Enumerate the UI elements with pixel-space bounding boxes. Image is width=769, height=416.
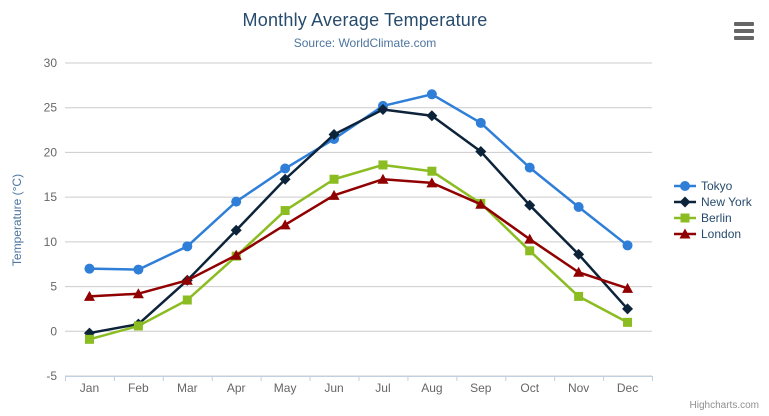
highcharts-credit[interactable]: Highcharts.com [689, 400, 759, 411]
y-axis-label: 10 [44, 235, 58, 249]
legend-symbol-marker [680, 213, 690, 223]
data-point-london[interactable] [83, 290, 95, 301]
data-point-tokyo[interactable] [475, 117, 486, 128]
y-axis-label: 0 [50, 324, 57, 338]
data-point-new-york[interactable] [573, 248, 585, 260]
x-axis-label: May [274, 381, 297, 395]
data-point-berlin[interactable] [525, 246, 535, 256]
data-point-london[interactable] [181, 274, 193, 285]
data-point-new-york[interactable] [475, 146, 487, 158]
series-line-berlin [88, 163, 629, 341]
data-point-london[interactable] [328, 189, 340, 200]
data-point-berlin[interactable] [133, 321, 143, 331]
x-axis-label: Feb [128, 381, 149, 395]
legend-diamond-icon [674, 196, 696, 208]
data-point-london[interactable] [573, 266, 585, 277]
data-point-tokyo[interactable] [524, 162, 535, 173]
hamburger-icon [734, 22, 754, 40]
x-axis-label: Apr [227, 381, 246, 395]
chart-title: Monthly Average Temperature [242, 10, 488, 30]
data-point-london[interactable] [132, 288, 144, 299]
data-point-tokyo[interactable] [133, 264, 144, 275]
export-menu-button[interactable] [734, 22, 754, 40]
data-point-new-york[interactable] [524, 199, 536, 211]
y-axis-label: 15 [44, 190, 58, 204]
data-point-london[interactable] [426, 177, 438, 188]
legend-symbol-marker [680, 181, 690, 191]
data-point-london[interactable] [279, 219, 291, 230]
data-point-new-york[interactable] [426, 110, 438, 122]
data-point-london[interactable] [622, 282, 634, 293]
series-line-tokyo [88, 93, 629, 271]
y-axis-label: 20 [44, 145, 58, 159]
data-point-london[interactable] [475, 198, 487, 209]
y-axis-label: -5 [46, 369, 57, 383]
legend-item-london[interactable]: London [674, 226, 752, 242]
data-point-tokyo[interactable] [622, 240, 633, 251]
x-axis-label: Dec [617, 381, 638, 395]
data-point-tokyo[interactable] [84, 263, 95, 274]
data-point-berlin[interactable] [182, 295, 192, 305]
data-point-tokyo[interactable] [280, 163, 291, 174]
chart-subtitle: Source: WorldClimate.com [293, 36, 437, 50]
series-line-new-york [88, 108, 629, 335]
data-point-tokyo[interactable] [426, 89, 437, 100]
legend-label: London [701, 227, 742, 241]
x-axis-label: Nov [568, 381, 589, 395]
x-axis-label: Mar [177, 381, 198, 395]
legend-label: Tokyo [701, 179, 733, 193]
x-axis-label: Sep [470, 381, 492, 395]
x-axis-label: Oct [520, 381, 539, 395]
legend-square-icon [674, 213, 696, 223]
legend-triangle-icon [674, 228, 696, 239]
data-point-tokyo[interactable] [573, 201, 584, 212]
data-point-new-york[interactable] [279, 173, 291, 185]
y-axis-label: 25 [44, 101, 58, 115]
legend-circle-icon [674, 181, 696, 191]
data-point-new-york[interactable] [377, 104, 389, 116]
x-axis-label: Jan [80, 381, 99, 395]
legend: Tokyo New York Berlin London [674, 178, 752, 242]
x-axis-label: Jun [324, 381, 343, 395]
y-axis-title: Temperature (°C) [10, 173, 24, 267]
data-point-new-york[interactable] [230, 224, 242, 236]
data-point-london[interactable] [524, 233, 536, 244]
data-point-berlin[interactable] [84, 334, 94, 344]
legend-item-tokyo[interactable]: Tokyo [674, 178, 752, 194]
y-axis-label: 30 [44, 56, 58, 70]
series-line-london [88, 178, 629, 298]
data-point-berlin[interactable] [427, 166, 437, 176]
data-point-berlin[interactable] [623, 317, 633, 327]
data-point-tokyo[interactable] [231, 196, 242, 207]
data-point-london[interactable] [230, 249, 242, 260]
data-point-berlin[interactable] [329, 174, 339, 184]
x-axis-label: Aug [421, 381, 442, 395]
data-point-berlin[interactable] [280, 206, 290, 216]
data-point-new-york[interactable] [328, 129, 340, 141]
data-point-tokyo[interactable] [182, 241, 193, 252]
legend-item-berlin[interactable]: Berlin [674, 210, 752, 226]
data-point-berlin[interactable] [574, 291, 584, 301]
x-axis-label: Jul [375, 381, 390, 395]
data-point-berlin[interactable] [378, 160, 388, 170]
data-point-london[interactable] [377, 173, 389, 184]
legend-label: New York [701, 195, 752, 209]
legend-symbol-marker [679, 196, 691, 208]
legend-item-new-york[interactable]: New York [674, 194, 752, 210]
data-point-new-york[interactable] [622, 303, 634, 315]
y-axis-label: 5 [50, 280, 57, 294]
legend-symbol-marker [679, 228, 691, 239]
legend-label: Berlin [701, 211, 732, 225]
